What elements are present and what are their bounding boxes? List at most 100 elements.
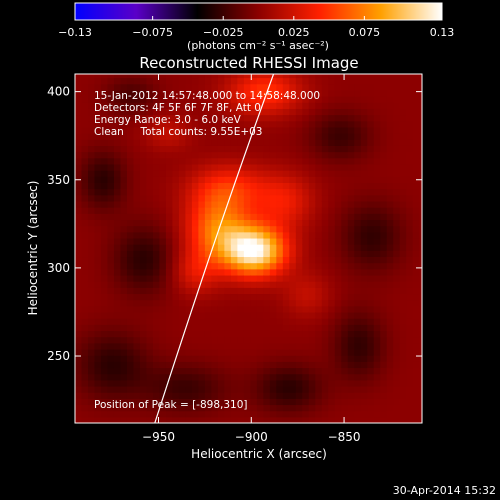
heatmap-cell	[113, 102, 122, 109]
heatmap-cell	[113, 188, 122, 196]
heatmap-cell	[386, 170, 394, 177]
heatmap-cell	[263, 163, 271, 171]
heatmap-cell	[87, 379, 96, 387]
heatmap-cell	[191, 287, 199, 295]
heatmap-cell	[87, 318, 96, 325]
heatmap-cell	[146, 145, 154, 153]
heatmap-cell	[139, 188, 148, 196]
heatmap-cell	[334, 120, 342, 128]
heatmap-cell	[165, 176, 174, 183]
heatmap-cell	[328, 200, 336, 208]
heatmap-cell	[367, 410, 375, 418]
heatmap-cell	[328, 305, 336, 313]
heatmap-cell	[289, 225, 297, 233]
heatmap-cell	[334, 157, 342, 165]
heatmap-cell	[347, 182, 355, 190]
heatmap-cell	[282, 287, 290, 295]
heatmap-cell	[81, 355, 89, 362]
heatmap-cell	[94, 237, 102, 245]
heatmap-cell	[198, 379, 206, 387]
heatmap-cell	[152, 170, 161, 177]
heatmap-cell	[269, 102, 277, 109]
heatmap-cell	[159, 151, 167, 159]
heatmap-cell	[204, 281, 212, 288]
heatmap-cell	[386, 342, 394, 350]
heatmap-cell	[256, 74, 264, 79]
heatmap-cell	[354, 213, 362, 221]
heatmap-cell	[211, 225, 219, 233]
heatmap-cell	[308, 416, 316, 423]
heatmap-cell	[347, 367, 355, 375]
heatmap-cell	[367, 355, 375, 362]
heatmap-cell	[289, 330, 297, 338]
heatmap-cell	[81, 207, 89, 214]
heatmap-cell	[230, 361, 238, 369]
heatmap-cell	[250, 114, 258, 122]
heatmap-cell	[224, 163, 232, 171]
heatmap-cell	[159, 367, 167, 375]
heatmap-cell	[243, 96, 251, 103]
heatmap-cell	[321, 188, 329, 196]
heatmap-cell	[217, 170, 225, 177]
heatmap-cell	[276, 145, 284, 153]
heatmap-cell	[386, 163, 394, 171]
heatmap-cell	[139, 219, 148, 227]
heatmap-cell	[126, 355, 135, 362]
heatmap-cell	[113, 404, 122, 412]
heatmap-cell	[94, 133, 102, 140]
heatmap-cell	[328, 379, 336, 387]
heatmap-cell	[269, 89, 277, 97]
heatmap-cell	[321, 355, 329, 362]
heatmap-cell	[243, 256, 251, 264]
observation-info: 15-Jan-2012 14:57:48.000 to 14:58:48.000…	[94, 90, 320, 138]
heatmap-cell	[315, 213, 323, 221]
heatmap-cell	[107, 348, 115, 356]
heatmap-cell	[399, 182, 407, 190]
heatmap-cell	[289, 188, 297, 196]
heatmap-cell	[386, 324, 394, 332]
heatmap-cell	[191, 89, 199, 97]
heatmap-cell	[230, 330, 238, 338]
heatmap-cell	[243, 194, 251, 202]
heatmap-cell	[172, 96, 180, 103]
heatmap-cell	[250, 287, 258, 295]
heatmap-cell	[81, 299, 89, 307]
heatmap-cell	[289, 281, 297, 288]
heatmap-cell	[354, 299, 362, 307]
heatmap-cell	[412, 231, 420, 239]
heatmap-cell	[211, 244, 219, 251]
heatmap-cell	[406, 170, 414, 177]
heatmap-cell	[334, 102, 342, 109]
heatmap-cell	[295, 120, 303, 128]
heatmap-cell	[354, 145, 362, 153]
heatmap-cell	[308, 77, 316, 85]
heatmap-cell	[412, 225, 420, 233]
heatmap-cell	[159, 182, 167, 190]
heatmap-cell	[94, 176, 102, 183]
heatmap-cell	[393, 355, 401, 362]
heatmap-cell	[172, 231, 180, 239]
heatmap-cell	[120, 287, 128, 295]
colorbar-tick-label: 0.13	[430, 26, 455, 39]
heatmap-cell	[185, 355, 193, 362]
heatmap-cell	[328, 151, 336, 159]
x-axis-ticks: −950 −900 −850	[142, 74, 361, 444]
heatmap-cell	[159, 74, 167, 79]
heatmap-cell	[373, 182, 381, 190]
heatmap-cell	[256, 385, 264, 393]
heatmap-cell	[178, 89, 186, 97]
heatmap-cell	[276, 139, 284, 146]
heatmap-cell	[75, 207, 83, 214]
heatmap-cell	[172, 250, 180, 258]
heatmap-cell	[250, 299, 258, 307]
heatmap-cell	[133, 336, 141, 344]
heatmap-cell	[373, 367, 381, 375]
heatmap-cell	[250, 281, 258, 288]
heatmap-cell	[282, 355, 290, 362]
heatmap-cell	[373, 231, 381, 239]
heatmap-cell	[367, 96, 375, 103]
heatmap-cell	[347, 139, 355, 146]
heatmap-cell	[302, 305, 310, 313]
heatmap-cell	[347, 342, 355, 350]
heatmap-cell	[308, 274, 316, 282]
